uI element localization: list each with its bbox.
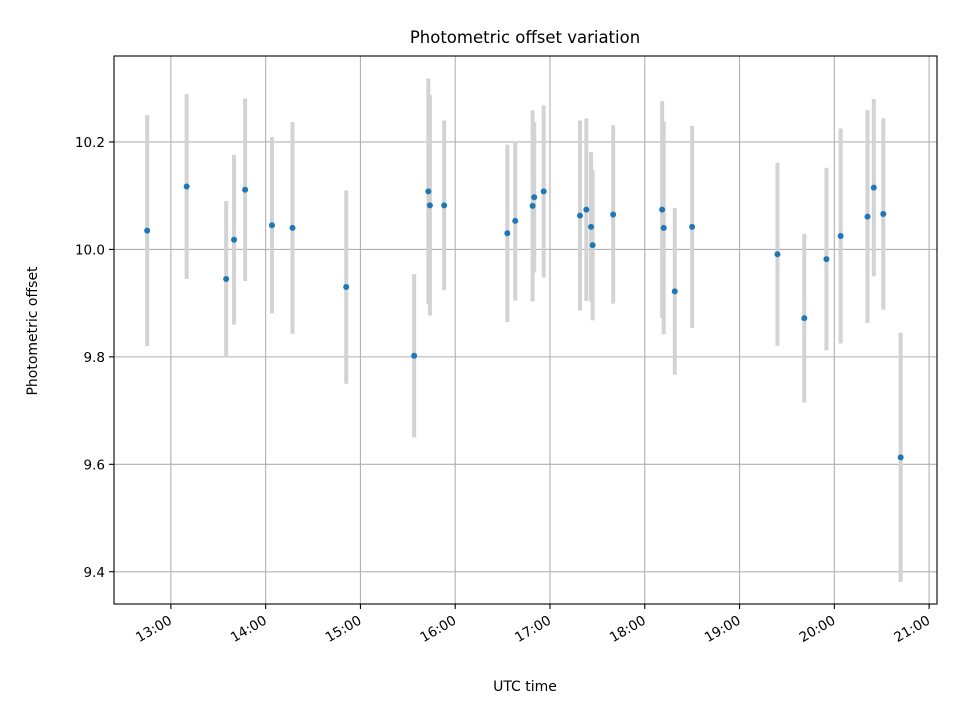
y-tick-label: 10.2 [75,135,105,151]
y-tick-label: 9.4 [84,565,105,581]
plot-frame [113,55,938,605]
data-point [583,206,590,213]
data-point [689,223,696,230]
data-point [289,224,296,231]
data-point [531,194,538,201]
y-tick-label: 9.6 [84,457,105,473]
data-point [864,213,871,220]
y-tick-label: 10.0 [75,242,105,258]
data-point [268,222,275,229]
chart-title: Photometric offset variation [410,28,640,47]
data-point [183,183,190,190]
data-point [870,184,877,191]
data-point [411,352,418,359]
x-axis-label: UTC time [493,679,557,695]
data-point [774,251,781,258]
data-point [588,223,595,230]
y-tick-label: 9.8 [84,350,105,366]
data-point [426,202,433,209]
data-point [801,315,808,322]
data-point [660,224,667,231]
data-point [425,188,432,195]
data-point [504,230,511,237]
data-point [242,186,249,193]
data-point [529,202,536,209]
data-point [441,202,448,209]
data-point [659,206,666,213]
data-point [343,284,350,291]
data-point [837,232,844,239]
data-point [223,275,230,282]
data-point [576,212,583,219]
data-point [610,211,617,218]
data-point [144,227,151,234]
y-axis-label: Photometric offset [25,266,41,396]
data-point [540,188,547,195]
data-point [671,288,678,295]
data-point [512,217,519,224]
data-point [823,256,830,263]
data-point [880,210,887,217]
data-point [589,242,596,249]
grid [114,56,937,604]
data-point [231,236,238,243]
data-points [144,183,904,461]
data-point [897,454,904,461]
